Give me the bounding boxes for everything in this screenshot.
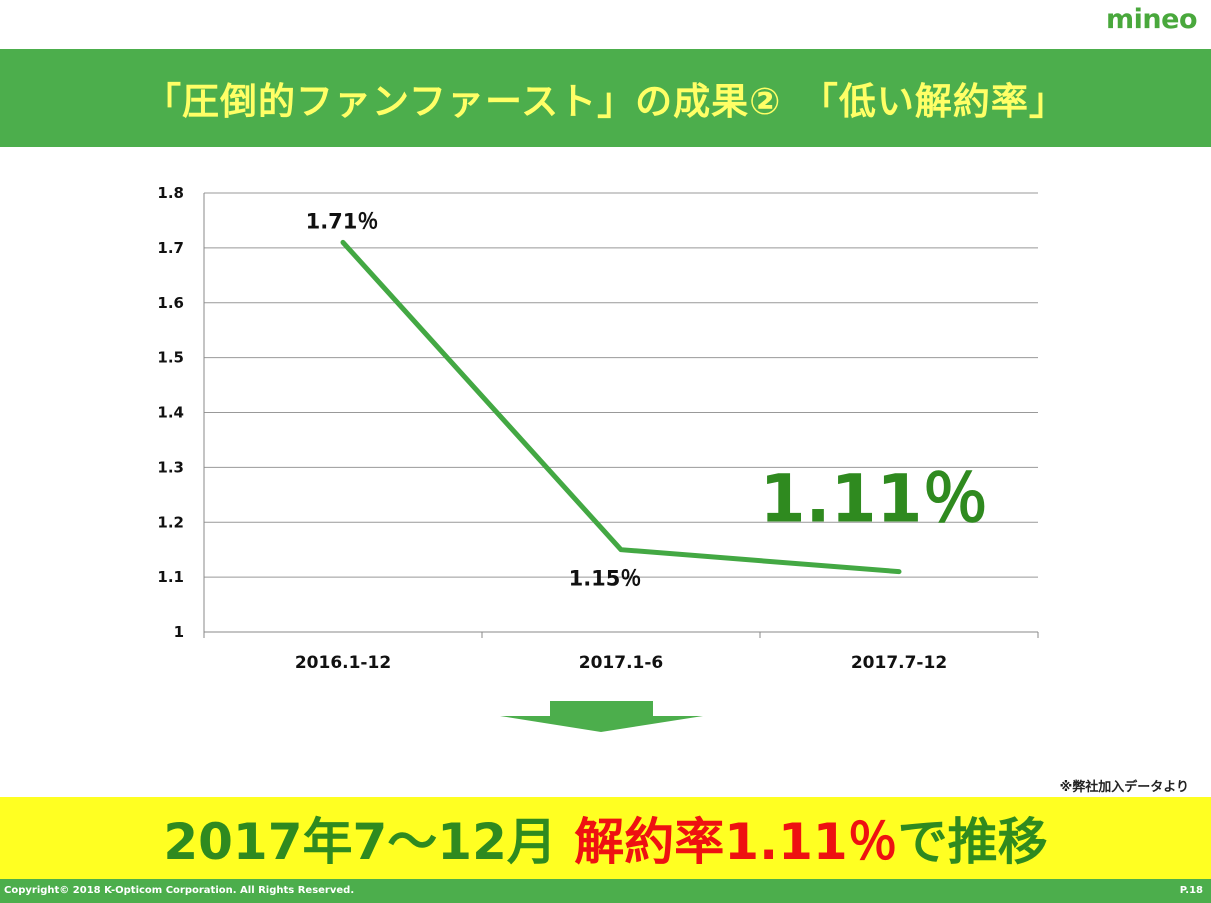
y-tick-label: 1.4 [157, 404, 184, 422]
page-title: 「圧倒的ファンファースト」の成果② 「低い解約率」 [144, 80, 1067, 123]
summary-period: 2017年7～12月 [163, 813, 575, 871]
data-label: 1.71％ [306, 209, 379, 233]
copyright-text: Copyright© 2018 K-Opticom Corporation. A… [4, 885, 355, 896]
y-tick-label: 1.3 [157, 458, 184, 476]
line-chart: 1.8 1.7 1.6 1.5 1.4 1.3 1.2 1.1 1 2016.1-12 2017.1… [157, 184, 1039, 673]
page-number: P.18 [1179, 885, 1203, 896]
footer: Copyright© 2018 K-Opticom Corporation. A… [0, 879, 1211, 903]
y-tick-label: 1 [174, 623, 184, 641]
summary-suffix: で推移 [897, 813, 1048, 871]
x-tick-label: 2017.7-12 [851, 653, 947, 673]
data-label: 1.15％ [569, 567, 642, 591]
x-tick-label: 2017.1-6 [579, 653, 664, 673]
y-tick-label: 1.6 [157, 294, 184, 312]
y-tick-label: 1.7 [157, 239, 184, 257]
series-line [340, 239, 902, 575]
y-tick-label: 1.5 [157, 349, 184, 367]
summary-banner: 2017年7～12月 解約率1.11％ で推移 [0, 797, 1211, 879]
down-arrow-icon [500, 701, 703, 732]
data-label-highlight: 1.11％ [760, 461, 989, 538]
x-tick-label: 2016.1-12 [295, 653, 391, 673]
summary-rate: 解約率1.11％ [574, 813, 898, 871]
title-bar: 「圧倒的ファンファースト」の成果② 「低い解約率」 [0, 49, 1211, 147]
source-note: ※弊社加入データより [1059, 780, 1189, 795]
y-tick-label: 1.2 [157, 513, 184, 531]
y-tick-label: 1.8 [157, 184, 184, 202]
y-tick-label: 1.1 [157, 568, 184, 586]
mineo-logo: mineo [1106, 4, 1197, 35]
